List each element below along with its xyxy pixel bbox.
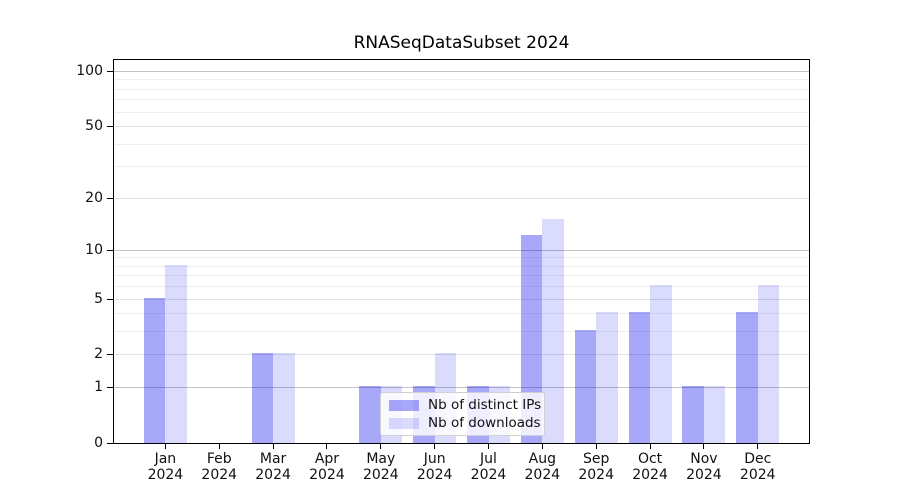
bar-distinct-ips (736, 312, 758, 443)
legend-item-downloads: Nb of downloads (389, 415, 541, 431)
bar-distinct-ips (682, 386, 704, 443)
gridline-major (114, 298, 809, 300)
y-tick (107, 126, 113, 128)
legend-item-distinct-ips: Nb of distinct IPs (389, 397, 542, 413)
y-tick-label: 100 (76, 63, 103, 79)
legend: Nb of distinct IPs Nb of downloads (380, 392, 545, 436)
x-tick-label: Feb 2024 (201, 451, 238, 483)
legend-label-downloads: Nb of downloads (428, 415, 541, 431)
x-tick-label: Nov 2024 (686, 451, 722, 483)
x-tick (541, 444, 543, 449)
y-tick (107, 71, 113, 72)
legend-label-distinct-ips: Nb of distinct IPs (428, 397, 542, 413)
gridline-major (114, 71, 809, 72)
x-tick-label: Jan 2024 (147, 451, 184, 483)
y-tick-label: 20 (85, 189, 103, 206)
x-tick-label: Aug 2024 (524, 451, 561, 483)
gridline-minor (114, 88, 809, 90)
x-tick (757, 444, 759, 449)
gridline-major (114, 354, 809, 356)
y-tick-label: 10 (85, 241, 103, 258)
bar-distinct-ips (143, 297, 166, 443)
plot-area (113, 59, 810, 444)
x-tick (164, 444, 166, 449)
gridline-minor (114, 99, 809, 101)
bar-distinct-ips (574, 330, 597, 443)
gridline-major (114, 197, 809, 199)
y-tick-label: 5 (94, 290, 103, 307)
bar-downloads (165, 264, 187, 443)
x-tick (595, 444, 597, 449)
y-tick (107, 249, 113, 251)
x-tick (703, 444, 705, 449)
gridline-major (114, 387, 809, 389)
x-tick (649, 444, 651, 449)
x-tick (326, 444, 328, 449)
y-tick-label: 50 (85, 118, 103, 135)
bar-distinct-ips (628, 312, 651, 443)
y-tick (107, 354, 113, 356)
gridline-minor (114, 265, 809, 267)
x-tick-label: Apr 2024 (309, 451, 345, 483)
x-tick-label: Sep 2024 (578, 451, 614, 483)
x-tick-label: Jul 2024 (470, 451, 507, 483)
gridline-major (114, 249, 809, 251)
gridline-minor (114, 257, 809, 259)
bar-distinct-ips (520, 235, 543, 443)
y-tick-label: 0 (94, 435, 103, 451)
gridline-minor (114, 166, 809, 168)
gridline-major (114, 126, 809, 128)
bar-downloads (703, 386, 726, 443)
x-tick (434, 444, 436, 449)
gridline-minor (114, 313, 809, 315)
bar-downloads (596, 312, 618, 443)
gridline-minor (114, 79, 809, 81)
chart-title: RNASeqDataSubset 2024 (353, 33, 570, 53)
y-tick-label: 1 (94, 379, 103, 396)
x-tick (218, 444, 220, 449)
y-tick (107, 387, 113, 389)
y-tick-label: 2 (94, 346, 103, 363)
x-tick (380, 444, 382, 449)
gridline-minor (114, 143, 809, 145)
y-tick (107, 197, 113, 199)
bar-downloads (542, 218, 564, 443)
y-tick (107, 298, 113, 300)
x-tick-label: Dec 2024 (739, 451, 776, 483)
x-tick (272, 444, 274, 449)
x-tick-label: Jun 2024 (416, 451, 453, 483)
bar-downloads (757, 285, 780, 443)
bar-downloads (650, 285, 672, 443)
gridline-minor (114, 111, 809, 113)
gridline-minor (114, 275, 809, 277)
y-tick (107, 443, 113, 444)
gridline-minor (114, 331, 809, 333)
x-tick (488, 444, 489, 449)
x-tick-label: Mar 2024 (255, 451, 291, 483)
bar-distinct-ips (359, 386, 381, 443)
bar-distinct-ips (251, 353, 274, 443)
legend-swatch-distinct-ips (389, 399, 419, 411)
x-tick-label: May 2024 (362, 451, 399, 483)
legend-swatch-downloads (389, 417, 419, 429)
x-tick-label: Oct 2024 (632, 451, 668, 483)
gridline-minor (114, 286, 809, 288)
bar-downloads (273, 353, 295, 443)
